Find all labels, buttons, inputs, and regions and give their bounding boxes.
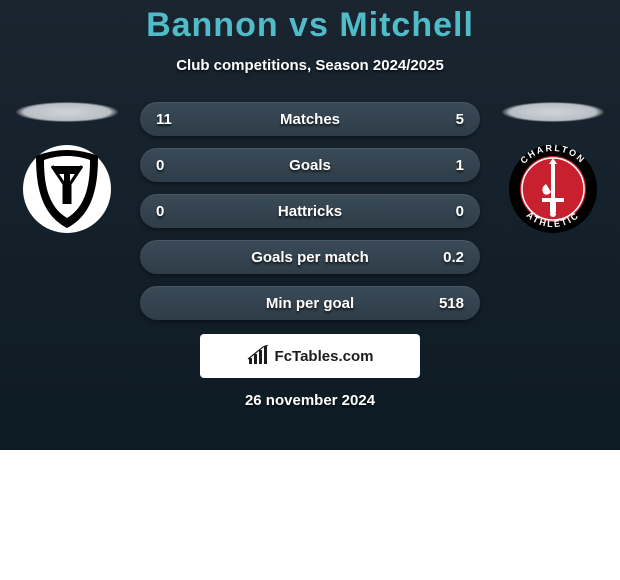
page-title: Bannon vs Mitchell bbox=[0, 6, 620, 45]
stat-right-value: 0.2 bbox=[443, 240, 464, 274]
stat-left-value: 0 bbox=[156, 148, 164, 182]
stat-left-value: 0 bbox=[156, 194, 164, 228]
brand-footer[interactable]: FcTables.com bbox=[200, 334, 420, 378]
stat-right-value: 1 bbox=[456, 148, 464, 182]
stat-row-matches: 11 Matches 5 bbox=[140, 102, 480, 136]
subtitle: Club competitions, Season 2024/2025 bbox=[0, 57, 620, 74]
club-badge-left-icon bbox=[22, 144, 112, 234]
bar-chart-icon bbox=[247, 345, 269, 367]
ellipse-shadow-icon bbox=[502, 102, 604, 122]
stat-label: Min per goal bbox=[266, 295, 354, 312]
ellipse-shadow-icon bbox=[16, 102, 118, 122]
left-club-badge bbox=[22, 144, 112, 234]
stat-right-value: 518 bbox=[439, 286, 464, 320]
stat-row-min-per-goal: Min per goal 518 bbox=[140, 286, 480, 320]
stat-label: Goals bbox=[289, 157, 331, 174]
stat-label: Matches bbox=[280, 111, 340, 128]
stat-right-value: 5 bbox=[456, 102, 464, 136]
stats-column: 11 Matches 5 0 Goals 1 0 Hattricks 0 Goa… bbox=[140, 102, 480, 320]
right-club-badge: CHARLTON ATHLETIC bbox=[508, 144, 598, 234]
comparison-panel: Bannon vs Mitchell Club competitions, Se… bbox=[0, 0, 620, 450]
body-row: 11 Matches 5 0 Goals 1 0 Hattricks 0 Goa… bbox=[0, 102, 620, 320]
club-badge-right-icon: CHARLTON ATHLETIC bbox=[508, 144, 598, 234]
stat-right-value: 0 bbox=[456, 194, 464, 228]
stat-row-goals: 0 Goals 1 bbox=[140, 148, 480, 182]
stat-label: Hattricks bbox=[278, 203, 342, 220]
stat-row-hattricks: 0 Hattricks 0 bbox=[140, 194, 480, 228]
left-club-column bbox=[12, 102, 122, 234]
stat-left-value: 11 bbox=[156, 102, 172, 136]
stat-label: Goals per match bbox=[251, 249, 369, 266]
brand-name: FcTables.com bbox=[275, 348, 374, 365]
stat-row-goals-per-match: Goals per match 0.2 bbox=[140, 240, 480, 274]
right-club-column: CHARLTON ATHLETIC bbox=[498, 102, 608, 234]
date-line: 26 november 2024 bbox=[0, 392, 620, 409]
